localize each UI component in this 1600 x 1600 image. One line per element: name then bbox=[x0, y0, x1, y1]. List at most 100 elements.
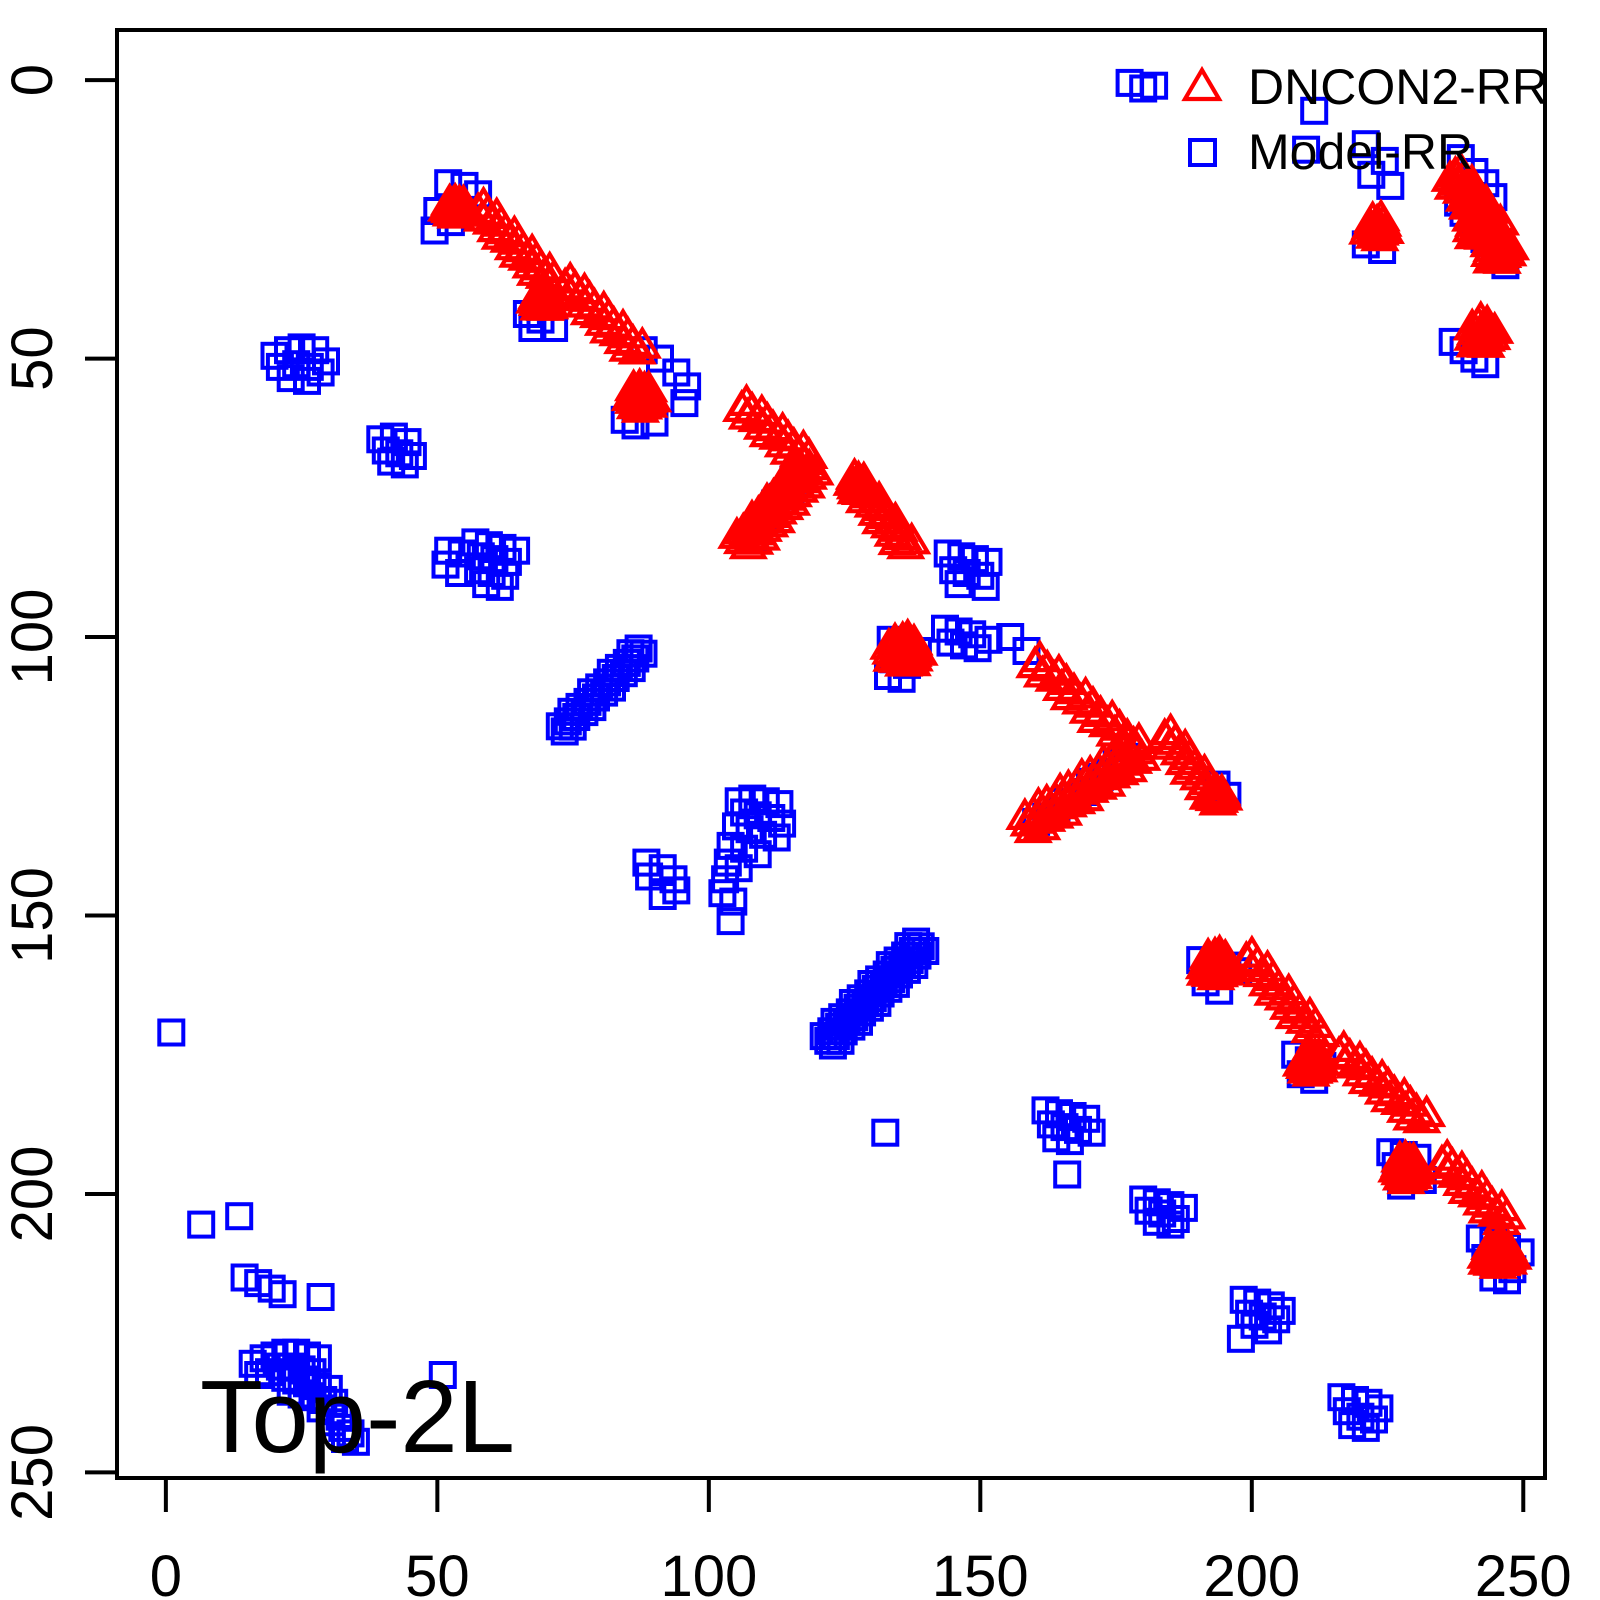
triangle-marker bbox=[569, 291, 609, 326]
square-marker bbox=[1360, 1405, 1388, 1434]
square-marker bbox=[648, 882, 677, 910]
square-marker bbox=[1254, 1316, 1283, 1345]
x-tick-label: 200 bbox=[1203, 1544, 1300, 1600]
triangle-marker bbox=[1185, 952, 1225, 986]
triangle-marker bbox=[1360, 217, 1400, 252]
triangle-marker bbox=[1092, 738, 1132, 773]
triangle-marker bbox=[1274, 995, 1314, 1030]
triangle-marker bbox=[869, 626, 909, 660]
square-marker bbox=[762, 823, 791, 852]
triangle-marker bbox=[1291, 1053, 1331, 1087]
triangle-marker bbox=[1361, 198, 1401, 232]
triangle-marker bbox=[1392, 1097, 1432, 1131]
triangle-marker bbox=[480, 216, 520, 250]
triangle-marker bbox=[1402, 1099, 1442, 1134]
square-marker bbox=[428, 1361, 457, 1389]
triangle-marker bbox=[1469, 223, 1509, 258]
triangle-marker bbox=[1100, 736, 1140, 770]
square-marker bbox=[1161, 1205, 1190, 1233]
y-tick-label: 250 bbox=[0, 1424, 65, 1521]
square-marker bbox=[885, 960, 913, 989]
square-marker bbox=[157, 1018, 186, 1047]
triangle-marker bbox=[1169, 751, 1209, 785]
triangle-marker bbox=[1191, 774, 1231, 808]
x-tick-label: 100 bbox=[660, 1544, 757, 1600]
square-marker bbox=[829, 1017, 858, 1046]
square-marker bbox=[485, 572, 514, 601]
triangle-marker bbox=[429, 182, 470, 216]
square-marker bbox=[1140, 71, 1169, 100]
legend-square-icon bbox=[1188, 138, 1217, 167]
square-marker bbox=[601, 664, 630, 692]
triangle-marker bbox=[462, 198, 503, 232]
square-marker bbox=[1292, 135, 1321, 164]
triangle-marker bbox=[1427, 1151, 1467, 1185]
square-marker bbox=[1351, 130, 1380, 159]
y-tick-label: 100 bbox=[0, 589, 65, 686]
triangle-marker bbox=[1455, 324, 1495, 358]
square-marker bbox=[306, 1283, 335, 1311]
square-marker bbox=[225, 1202, 254, 1231]
triangle-marker bbox=[727, 396, 767, 430]
triangle-marker bbox=[1057, 765, 1097, 799]
triangle-marker bbox=[877, 521, 917, 556]
triangle-marker bbox=[892, 643, 932, 677]
square-marker bbox=[866, 979, 895, 1008]
square-marker bbox=[1156, 1210, 1185, 1239]
square-marker bbox=[629, 639, 658, 668]
triangle-marker bbox=[1490, 227, 1531, 261]
triangle-marker bbox=[1354, 215, 1395, 249]
square-marker bbox=[719, 887, 748, 916]
square-marker bbox=[255, 1358, 283, 1387]
square-marker bbox=[341, 1427, 370, 1456]
square-marker bbox=[1055, 1127, 1084, 1156]
square-marker bbox=[1077, 1118, 1106, 1147]
triangle-marker bbox=[1035, 779, 1075, 813]
legend: DNCON2-RR Model-RR bbox=[1181, 59, 1548, 180]
triangle-marker bbox=[1078, 750, 1119, 784]
triangle-marker bbox=[1113, 724, 1154, 758]
triangle-marker bbox=[861, 500, 901, 535]
square-marker bbox=[562, 703, 591, 731]
triangle-marker bbox=[1472, 240, 1512, 274]
triangle-marker bbox=[886, 526, 926, 560]
square-marker bbox=[1376, 171, 1405, 200]
x-tick-label: 50 bbox=[405, 1544, 470, 1600]
triangle-marker bbox=[1232, 949, 1272, 983]
triangle-marker bbox=[588, 310, 629, 344]
y-tick-label: 200 bbox=[0, 1146, 65, 1243]
square-marker bbox=[621, 644, 650, 673]
triangle-marker bbox=[515, 280, 555, 314]
triangle-marker bbox=[633, 379, 673, 413]
legend-triangle-icon bbox=[1181, 65, 1223, 102]
triangle-marker bbox=[1196, 957, 1236, 991]
plot-box bbox=[115, 28, 1547, 1480]
legend-label-model: Model-RR bbox=[1248, 124, 1473, 180]
triangle-marker bbox=[608, 328, 648, 362]
triangle-marker bbox=[1202, 772, 1242, 806]
y-tick-label: 50 bbox=[0, 326, 65, 391]
square-marker bbox=[1300, 96, 1329, 125]
triangle-marker bbox=[620, 389, 661, 423]
triangle-marker bbox=[1467, 1190, 1507, 1224]
triangle-marker bbox=[617, 331, 657, 365]
square-marker bbox=[871, 1118, 900, 1147]
triangle-marker bbox=[1027, 782, 1067, 816]
triangle-marker bbox=[613, 367, 654, 402]
triangle-marker bbox=[1477, 216, 1517, 250]
triangle-marker bbox=[1253, 972, 1293, 1006]
square-marker bbox=[903, 941, 932, 970]
square-marker bbox=[390, 450, 419, 479]
triangle-marker bbox=[1467, 1241, 1507, 1275]
square-marker bbox=[670, 389, 699, 418]
annotation-top-2l: Top-2L bbox=[200, 1359, 515, 1474]
triangle-marker bbox=[1461, 299, 1501, 333]
triangle-marker bbox=[748, 413, 788, 448]
square-marker bbox=[582, 683, 610, 712]
triangle-marker bbox=[1470, 1226, 1510, 1261]
triangle-marker bbox=[844, 480, 885, 514]
square-marker bbox=[716, 907, 745, 936]
square-marker bbox=[293, 366, 321, 395]
